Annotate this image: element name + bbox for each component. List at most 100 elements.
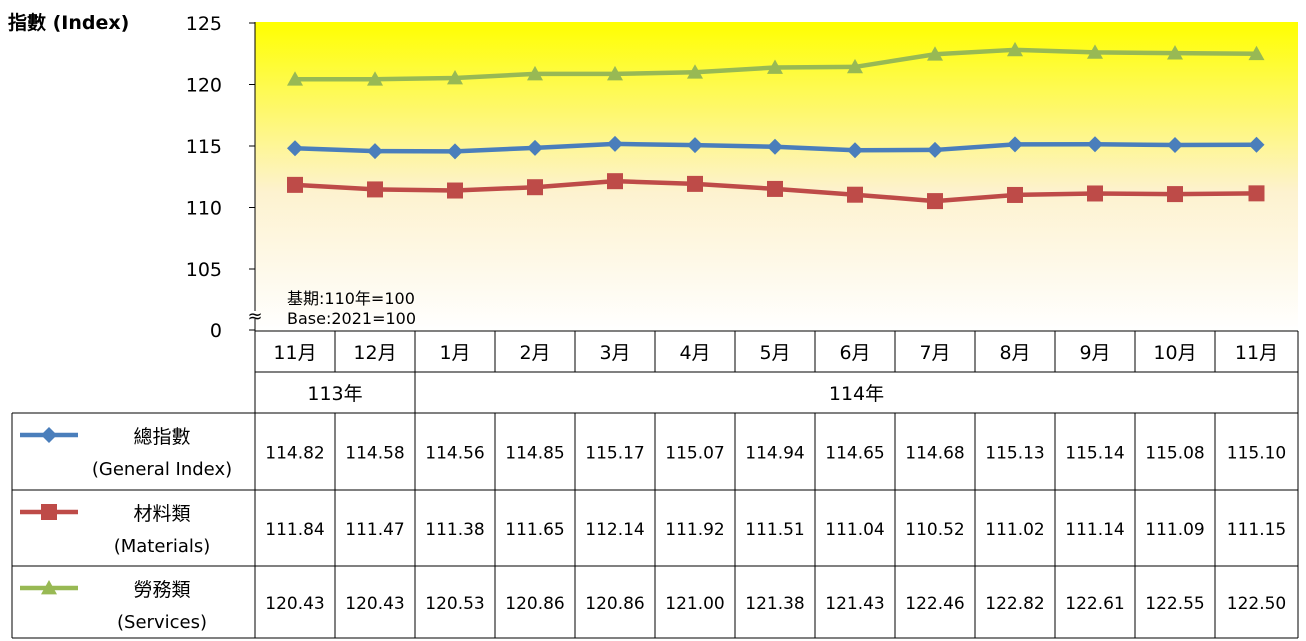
legend-label-zh: 總指數 xyxy=(133,426,190,448)
data-point xyxy=(1087,185,1103,202)
x-tick-label: 5月 xyxy=(759,342,790,364)
data-point xyxy=(1248,185,1265,202)
data-value-cell: 122.46 xyxy=(905,594,964,614)
data-point xyxy=(447,69,463,85)
legend-marker-1 xyxy=(41,427,57,443)
data-value-cell: 121.00 xyxy=(665,594,724,614)
x-tick-label: 11月 xyxy=(1235,342,1278,364)
data-value-cell: 114.56 xyxy=(425,444,484,464)
x-tick-label: 6月 xyxy=(839,342,870,364)
data-point xyxy=(367,143,383,160)
base-note-en: Base:2021=100 xyxy=(287,309,416,328)
x-tick-label: 10月 xyxy=(1153,342,1196,364)
data-point xyxy=(367,181,383,198)
data-point xyxy=(1167,186,1183,203)
x-tick-label: 12月 xyxy=(353,342,396,364)
data-value-cell: 114.65 xyxy=(825,444,884,464)
data-value-cell: 115.14 xyxy=(1065,444,1124,464)
data-value-cell: 115.10 xyxy=(1227,444,1286,464)
data-value-cell: 114.82 xyxy=(265,444,324,464)
data-value-cell: 120.43 xyxy=(265,594,324,614)
y-tick-label: 0 xyxy=(210,320,222,342)
legend-label-en: (Materials) xyxy=(114,536,211,557)
data-point xyxy=(767,59,783,74)
year-label: 113年 xyxy=(307,383,362,405)
data-point xyxy=(687,64,703,79)
data-point xyxy=(527,139,543,156)
y-tick-label: 105 xyxy=(186,259,222,281)
data-point xyxy=(847,186,863,203)
legend-label-zh: 材料類 xyxy=(133,503,190,525)
x-tick-label: 1月 xyxy=(439,342,470,364)
y-tick-label: 125 xyxy=(186,13,222,35)
x-tick-label: 2月 xyxy=(519,342,550,364)
legend-marker-2 xyxy=(41,504,57,520)
data-value-cell: 120.53 xyxy=(425,594,484,614)
data-point xyxy=(607,173,623,190)
base-note-zh: 基期:110年=100 xyxy=(287,289,415,308)
data-value-cell: 111.92 xyxy=(665,520,724,540)
legend-marker-3 xyxy=(41,580,57,595)
data-value-cell: 111.47 xyxy=(345,520,404,540)
data-point xyxy=(1087,44,1103,59)
data-point xyxy=(367,71,383,86)
data-point xyxy=(1167,45,1183,60)
data-value-cell: 111.65 xyxy=(505,520,564,540)
data-value-cell: 111.14 xyxy=(1065,520,1124,540)
data-value-cell: 122.55 xyxy=(1145,594,1204,614)
data-point xyxy=(767,180,783,197)
x-tick-label: 11月 xyxy=(273,342,316,364)
data-value-cell: 110.52 xyxy=(905,520,964,540)
data-point xyxy=(527,65,543,81)
data-value-cell: 111.09 xyxy=(1145,520,1204,540)
data-value-cell: 121.43 xyxy=(825,594,884,614)
data-value-cell: 114.85 xyxy=(505,444,564,464)
data-point xyxy=(927,193,943,210)
legend-label-en: (Services) xyxy=(117,612,207,633)
data-value-cell: 121.38 xyxy=(745,594,804,614)
data-point xyxy=(447,143,463,160)
x-tick-label: 9月 xyxy=(1079,342,1110,364)
data-point xyxy=(527,179,543,196)
data-point xyxy=(687,137,703,154)
axis-break-symbol: ≈ xyxy=(247,306,262,327)
x-tick-label: 3月 xyxy=(599,342,630,364)
data-value-cell: 115.17 xyxy=(585,444,644,464)
data-point xyxy=(447,182,463,199)
x-tick-label: 7月 xyxy=(919,342,950,364)
data-point xyxy=(607,65,623,81)
x-tick-label: 4月 xyxy=(679,342,710,364)
data-point xyxy=(767,138,783,155)
data-value-cell: 115.08 xyxy=(1145,444,1204,464)
data-value-cell: 112.14 xyxy=(585,520,644,540)
data-value-cell: 111.38 xyxy=(425,520,484,540)
data-value-cell: 122.82 xyxy=(985,594,1044,614)
x-tick-label: 8月 xyxy=(999,342,1030,364)
data-value-cell: 120.86 xyxy=(585,594,644,614)
y-tick-label: 110 xyxy=(186,198,222,220)
data-point xyxy=(847,58,863,74)
data-value-cell: 120.86 xyxy=(505,594,564,614)
y-tick-label: 115 xyxy=(186,136,222,158)
data-value-cell: 111.51 xyxy=(745,520,804,540)
data-value-cell: 115.07 xyxy=(665,444,724,464)
year-label: 114年 xyxy=(829,383,884,405)
data-point xyxy=(287,140,303,157)
y-tick-label: 120 xyxy=(186,75,222,97)
data-value-cell: 111.84 xyxy=(265,520,324,540)
legend-label-zh: 勞務類 xyxy=(133,579,190,601)
data-value-cell: 114.68 xyxy=(905,444,964,464)
data-point xyxy=(1087,136,1103,153)
data-point xyxy=(1007,186,1023,203)
data-value-cell: 122.50 xyxy=(1227,594,1286,614)
data-point xyxy=(287,176,303,193)
data-point xyxy=(927,46,943,61)
data-point xyxy=(1007,136,1023,153)
data-point xyxy=(687,175,703,192)
data-point xyxy=(1007,41,1023,57)
data-point xyxy=(1248,45,1265,61)
data-point xyxy=(607,135,623,152)
data-value-cell: 120.43 xyxy=(345,594,404,614)
data-point xyxy=(1248,136,1265,153)
